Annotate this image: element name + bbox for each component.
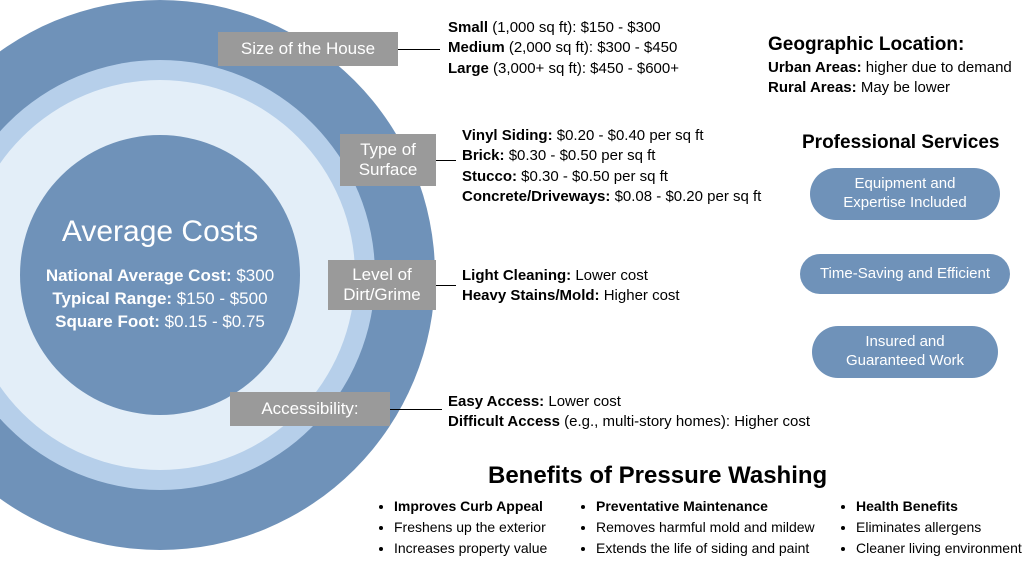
connector-line: [390, 409, 442, 410]
geo-title: Geographic Location:: [768, 32, 1012, 58]
center-line: Typical Range: $150 - $500: [46, 289, 274, 309]
factor-block: Small (1,000 sq ft): $150 - $300Medium (…: [448, 18, 679, 79]
factor-block: Vinyl Siding: $0.20 - $0.40 per sq ftBri…: [462, 126, 761, 207]
benefits-item: Health Benefits: [856, 496, 1022, 517]
prof-pill: Insured andGuaranteed Work: [812, 326, 998, 378]
geo-block: Geographic Location:Urban Areas: higher …: [768, 32, 1012, 98]
center-title: Average Costs: [62, 215, 258, 249]
factor-tag: Type ofSurface: [340, 134, 436, 186]
center-circle: Average Costs National Average Cost: $30…: [20, 135, 300, 415]
geo-line: Rural Areas: May be lower: [768, 78, 1012, 98]
factor-tag: Level ofDirt/Grime: [328, 260, 436, 310]
benefits-item: Increases property value: [394, 538, 547, 559]
benefits-column: Improves Curb AppealFreshens up the exte…: [376, 496, 547, 559]
benefits-item: Improves Curb Appeal: [394, 496, 547, 517]
factor-tag: Accessibility:: [230, 392, 390, 426]
center-line: Square Foot: $0.15 - $0.75: [46, 312, 274, 332]
benefits-item: Cleaner living environment: [856, 538, 1022, 559]
benefits-item: Removes harmful mold and mildew: [596, 517, 815, 538]
center-line: National Average Cost: $300: [46, 266, 274, 286]
connector-line: [398, 49, 440, 50]
prof-pill: Time-Saving and Efficient: [800, 254, 1010, 294]
factor-block: Easy Access: Lower costDifficult Access …: [448, 392, 810, 433]
benefits-item: Eliminates allergens: [856, 517, 1022, 538]
prof-pill: Equipment andExpertise Included: [810, 168, 1000, 220]
prof-services-title: Professional Services: [802, 132, 1000, 154]
benefits-item: Preventative Maintenance: [596, 496, 815, 517]
connector-line: [436, 160, 456, 161]
benefits-item: Freshens up the exterior: [394, 517, 547, 538]
benefits-title: Benefits of Pressure Washing: [488, 462, 827, 490]
center-lines: National Average Cost: $300 Typical Range…: [46, 263, 274, 335]
benefits-item: Extends the life of siding and paint: [596, 538, 815, 559]
factor-tag: Size of the House: [218, 32, 398, 66]
benefits-column: Health BenefitsEliminates allergensClean…: [838, 496, 1022, 559]
connector-line: [436, 285, 456, 286]
factor-block: Light Cleaning: Lower costHeavy Stains/M…: [462, 266, 680, 307]
geo-line: Urban Areas: higher due to demand: [768, 58, 1012, 78]
benefits-column: Preventative MaintenanceRemoves harmful …: [578, 496, 815, 559]
